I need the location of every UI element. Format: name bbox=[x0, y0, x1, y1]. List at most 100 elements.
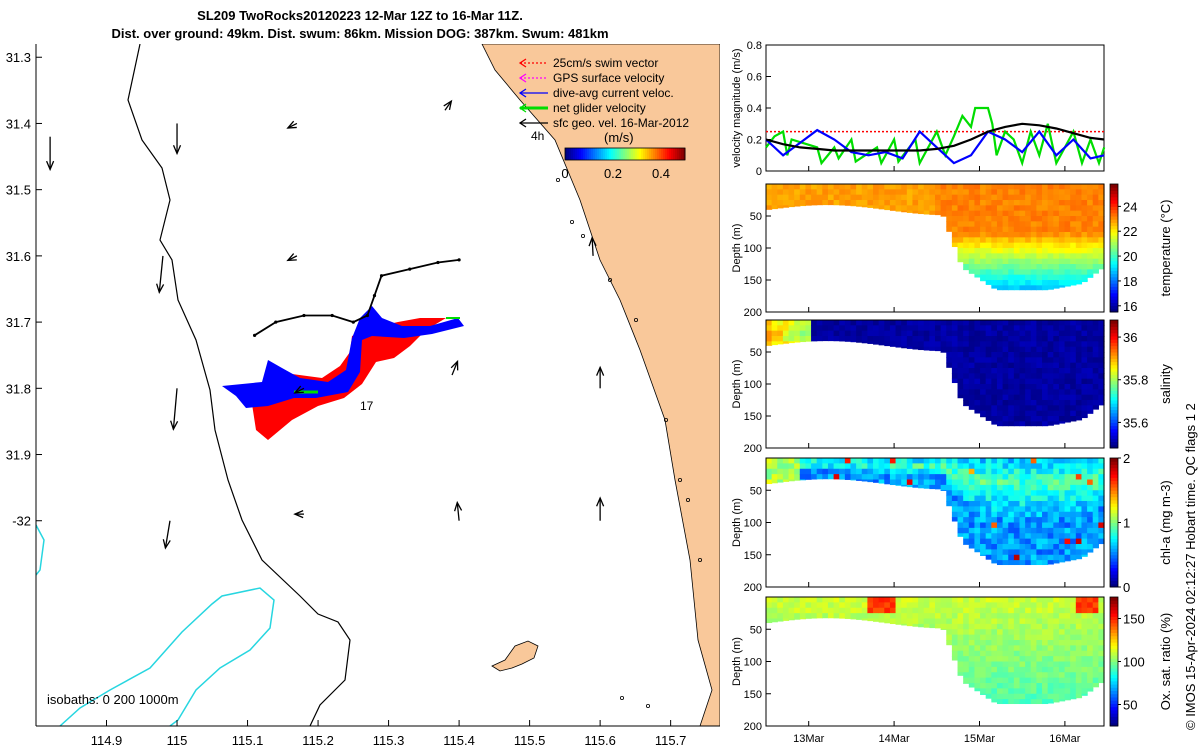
section-cell bbox=[1058, 549, 1066, 556]
section-cell bbox=[1025, 538, 1032, 545]
section-cell bbox=[996, 189, 1004, 196]
section-cell bbox=[1087, 511, 1094, 518]
section-cell bbox=[996, 269, 1004, 276]
section-cell bbox=[968, 640, 976, 646]
section-cell bbox=[974, 527, 981, 534]
section-cell bbox=[850, 194, 857, 201]
section-cell bbox=[974, 373, 981, 380]
section-cell bbox=[873, 613, 880, 620]
section-cell bbox=[996, 421, 1004, 427]
section-cell bbox=[1008, 269, 1015, 276]
section-cell bbox=[1002, 618, 1009, 625]
section-cell bbox=[985, 474, 992, 481]
section-cell bbox=[929, 484, 936, 490]
section-cell bbox=[1087, 501, 1094, 507]
section-cell bbox=[1008, 368, 1015, 374]
section-cell bbox=[1081, 325, 1088, 332]
section-cell bbox=[991, 269, 998, 276]
section-cell bbox=[996, 618, 1004, 625]
section-cell bbox=[867, 602, 874, 609]
section-cell bbox=[839, 330, 846, 337]
section-cell bbox=[968, 221, 976, 228]
section-cell bbox=[1013, 405, 1021, 412]
section-colorbar-segment bbox=[1110, 438, 1118, 443]
section-cell bbox=[1019, 484, 1026, 491]
section-cell bbox=[1092, 629, 1099, 636]
section-cell bbox=[844, 468, 852, 475]
section-cell bbox=[996, 661, 1004, 668]
section-cell bbox=[1002, 421, 1009, 427]
section-cell bbox=[816, 194, 823, 201]
section-cell bbox=[1030, 274, 1037, 281]
section-cell bbox=[1042, 538, 1049, 545]
section-cell bbox=[1002, 253, 1009, 260]
section-cell bbox=[1030, 405, 1037, 412]
section-cell bbox=[1064, 618, 1071, 625]
section-cell bbox=[991, 490, 998, 497]
section-cell bbox=[1042, 357, 1049, 364]
section-colorbar-segment bbox=[1110, 700, 1118, 704]
section-cell bbox=[968, 205, 976, 212]
section-cell bbox=[822, 607, 829, 614]
section-colorbar-segment bbox=[1110, 203, 1118, 207]
section-cell bbox=[1002, 506, 1009, 513]
section-cell bbox=[912, 200, 919, 206]
section-cell bbox=[1002, 274, 1009, 281]
section-cell bbox=[991, 650, 998, 657]
section-cell bbox=[1092, 330, 1099, 337]
section-cell bbox=[878, 474, 885, 481]
section-cell bbox=[963, 346, 970, 353]
section-cell bbox=[827, 189, 835, 196]
section-cell bbox=[1058, 522, 1066, 529]
section-cell bbox=[1070, 200, 1077, 206]
section-cell bbox=[1042, 597, 1049, 603]
section-cell bbox=[1030, 184, 1037, 190]
section-cell bbox=[895, 613, 902, 620]
section-cell bbox=[963, 683, 970, 684]
section-cell bbox=[980, 517, 987, 524]
section-cell bbox=[794, 341, 801, 343]
section-cell bbox=[1002, 394, 1009, 401]
section-cell bbox=[996, 242, 1004, 249]
section-cell bbox=[974, 677, 981, 684]
section-cell bbox=[951, 341, 959, 348]
section-cell bbox=[1087, 400, 1094, 406]
section-cell bbox=[1019, 602, 1026, 609]
section-cell bbox=[1019, 672, 1026, 679]
section-cell bbox=[1075, 258, 1083, 265]
section-cell bbox=[1047, 400, 1054, 406]
section-cell bbox=[1053, 522, 1060, 529]
section-colorbar-segment bbox=[1110, 716, 1118, 721]
section-cell bbox=[991, 384, 998, 390]
section-cell bbox=[935, 484, 942, 490]
section-cell bbox=[1070, 189, 1077, 196]
section-colorbar-segment bbox=[1110, 355, 1118, 359]
section-cell bbox=[1053, 602, 1060, 609]
section-colorbar-segment bbox=[1110, 412, 1118, 417]
section-cell bbox=[1075, 544, 1083, 550]
section-cell bbox=[771, 613, 778, 620]
section-cell bbox=[946, 634, 953, 641]
section-cell bbox=[867, 618, 874, 622]
section-cell bbox=[991, 410, 998, 417]
colorbar-segment bbox=[661, 148, 664, 160]
section-cell bbox=[1075, 463, 1083, 470]
section-cell bbox=[963, 189, 970, 196]
section-cell bbox=[906, 325, 914, 332]
section-cell bbox=[968, 490, 976, 497]
section-cell bbox=[980, 511, 987, 518]
section-cell bbox=[974, 549, 981, 553]
section-cell bbox=[1008, 656, 1015, 663]
section-cell bbox=[1064, 490, 1071, 497]
section-cell bbox=[963, 269, 970, 271]
section-cell bbox=[901, 468, 908, 475]
section-cell bbox=[1075, 479, 1083, 486]
section-cell bbox=[1036, 242, 1043, 249]
section-cell bbox=[1036, 194, 1043, 201]
section-cell bbox=[985, 463, 992, 470]
section-cell bbox=[1025, 373, 1032, 380]
section-cell bbox=[1070, 184, 1077, 190]
section-colorbar-segment bbox=[1110, 509, 1118, 514]
section-colorbar-segment bbox=[1110, 332, 1118, 337]
